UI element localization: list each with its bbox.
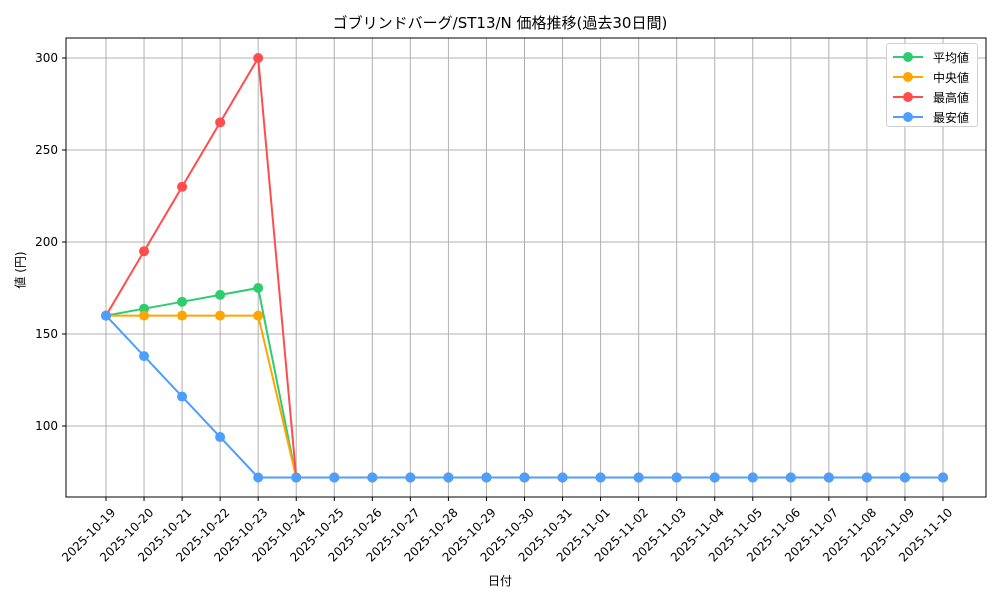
legend-entry: 最高値: [887, 87, 977, 107]
data-point-marker: [899, 472, 910, 483]
axes-frame-rect: [65, 37, 987, 498]
data-point-marker: [937, 472, 948, 483]
data-point-marker: [367, 472, 378, 483]
data-point-marker: [253, 53, 264, 63]
data-point-marker: [215, 117, 226, 128]
data-point-marker: [215, 289, 226, 300]
data-point-marker: [671, 472, 682, 483]
data-point-marker: [861, 472, 872, 483]
y-tick-label: 100: [35, 419, 58, 433]
legend-entry: 中央値: [887, 67, 977, 87]
legend-label: 最高値: [933, 90, 970, 105]
data-point-marker: [253, 283, 264, 293]
data-point-marker: [519, 472, 530, 483]
data-point-marker: [177, 296, 188, 307]
data-point-marker: [139, 310, 150, 321]
data-point-marker: [215, 310, 226, 321]
data-point-marker: [595, 472, 606, 483]
data-point-marker: [139, 246, 150, 257]
legend-entry: 平均値: [887, 47, 977, 67]
data-point-marker: [557, 472, 568, 483]
data-point-marker: [253, 310, 264, 321]
data-point-marker: [481, 472, 492, 483]
axis-ticks: 2025-10-192025-10-202025-10-212025-10-22…: [35, 51, 955, 565]
x-axis-label: 日付: [487, 574, 513, 588]
data-point-marker: [215, 432, 226, 443]
legend-label: 平均値: [933, 50, 970, 65]
data-point-marker: [253, 472, 264, 483]
legend-label: 中央値: [933, 70, 970, 85]
data-point-marker: [709, 472, 720, 483]
data-point-marker: [747, 472, 758, 483]
legend-line-marker-icon: [893, 72, 923, 82]
series-lines: [101, 53, 948, 483]
data-point-marker: [139, 351, 150, 362]
data-point-marker: [139, 303, 150, 314]
axes-frame: [65, 37, 987, 498]
data-point-marker: [785, 472, 796, 483]
data-point-marker: [633, 472, 644, 483]
data-point-marker: [177, 391, 188, 402]
data-point-marker: [177, 310, 188, 321]
legend-line-marker-icon: [893, 92, 923, 102]
grid-lines: [66, 38, 986, 497]
data-point-marker: [101, 310, 111, 321]
legend: 平均値中央値最高値最安値: [886, 43, 978, 127]
data-point-marker: [329, 472, 340, 483]
data-point-marker: [177, 181, 188, 192]
y-tick-label: 150: [35, 327, 58, 341]
data-point-marker: [405, 472, 416, 483]
chart-title: ゴブリンドバーグ/ST13/N 価格推移(過去30日間): [332, 14, 668, 32]
series-最安値: [101, 310, 948, 483]
y-tick-label: 300: [35, 51, 58, 65]
data-point-marker: [291, 472, 302, 483]
data-point-marker: [823, 472, 834, 483]
legend-line-marker-icon: [893, 112, 923, 122]
data-point-marker: [443, 472, 454, 483]
y-tick-label: 250: [35, 143, 58, 157]
legend-line-marker-icon: [893, 52, 923, 62]
y-tick-label: 200: [35, 235, 58, 249]
legend-entry: 最安値: [887, 107, 977, 127]
y-axis-label: 値 (円): [13, 251, 28, 289]
legend-label: 最安値: [933, 110, 970, 125]
